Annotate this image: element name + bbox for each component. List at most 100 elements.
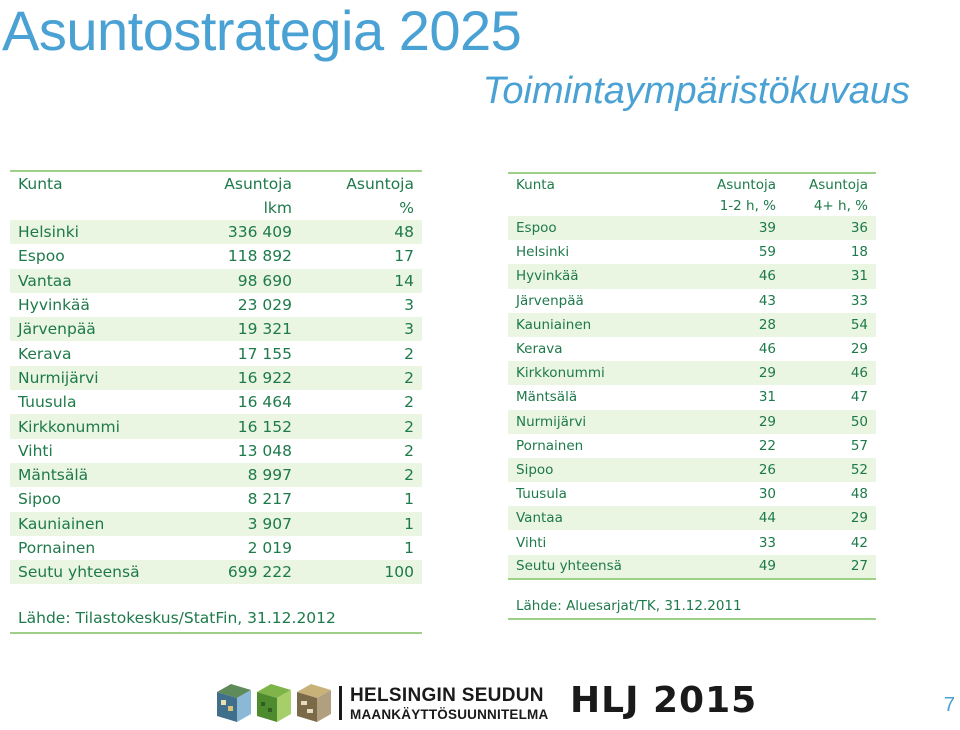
- cell-kunta: Espoo: [508, 216, 688, 241]
- table-row: Kirkkonummi 29 46: [508, 361, 876, 386]
- table-row: Sipoo 26 52: [508, 457, 876, 483]
- cell-small-pct: 33: [758, 534, 776, 551]
- cell-kunta: Järvenpää: [10, 317, 190, 342]
- table-row: Vihti 33 42: [508, 530, 876, 554]
- right-table-source: Lähde: Aluesarjat/TK, 31.12.2011: [508, 592, 876, 620]
- cell-count: 3 907: [190, 511, 300, 536]
- header-count-line1: Asuntoja: [224, 175, 292, 193]
- cell-kunta: Kerava: [516, 341, 563, 358]
- cell-kunta: Tuusula: [516, 486, 567, 503]
- cell-kunta: Vantaa: [508, 506, 688, 531]
- map-tiles-logo-icon: [217, 684, 331, 722]
- cell-small-pct: 30: [758, 486, 776, 503]
- cell-large-pct: 27: [784, 554, 876, 580]
- table-row: Nurmijärvi 29 50: [508, 409, 876, 434]
- page-title: Asuntostrategia 2025: [2, 0, 522, 62]
- cell-large-pct: 36: [784, 216, 876, 241]
- cell-pct: 100: [300, 560, 422, 585]
- cell-count: 13 048: [237, 441, 292, 460]
- cell-kunta: Tuusula: [18, 393, 77, 412]
- header-kunta: Kunta: [516, 176, 555, 193]
- cell-large-pct: 46: [784, 361, 876, 386]
- cell-count: 16 464: [237, 393, 292, 412]
- cell-pct: 3: [300, 317, 422, 342]
- cell-pct: 2: [300, 462, 422, 488]
- cell-small-pct: 29: [688, 361, 784, 386]
- cell-kunta: Kirkkonummi: [508, 361, 688, 386]
- cell-kunta: Kauniainen: [10, 511, 190, 536]
- cell-kunta: Sipoo: [18, 490, 61, 509]
- cell-large-pct: 57: [850, 437, 868, 454]
- table-row: Sipoo 8 217 1: [10, 487, 422, 511]
- cell-count: 8 217: [247, 490, 292, 509]
- cell-kunta: Järvenpää: [516, 292, 584, 309]
- org-name: HELSINGIN SEUDUN: [350, 685, 544, 706]
- cell-kunta: Sipoo: [508, 457, 688, 483]
- cell-kunta: Kauniainen: [508, 312, 688, 337]
- cell-kunta: Helsinki: [516, 244, 570, 261]
- org-subtitle: MAANKÄYTTÖSUUNNITELMA: [350, 707, 549, 722]
- table-row: Kerava 46 29: [508, 337, 876, 361]
- cell-kunta: Kirkkonummi: [10, 414, 190, 439]
- header-pct-line1: Asuntoja: [346, 175, 414, 193]
- table-row: Espoo 118 892 17: [10, 244, 422, 268]
- cell-small-pct: 22: [758, 437, 776, 454]
- cell-kunta: Vantaa: [10, 268, 190, 293]
- cell-small-pct: 31: [758, 389, 776, 406]
- cell-count: 16 152: [190, 414, 300, 439]
- table-row: Mäntsälä 31 47: [508, 385, 876, 409]
- cell-small-pct: 26: [688, 457, 784, 483]
- housing-size-table: Kunta Asuntoja Asuntoja 1-2 h, % 4+ h, %…: [508, 172, 876, 580]
- cell-count: 98 690: [190, 268, 300, 293]
- cell-large-pct: 54: [784, 312, 876, 337]
- table-row: Hyvinkää 23 029 3: [10, 293, 422, 317]
- cell-small-pct: 49: [688, 554, 784, 580]
- table-row: Hyvinkää 46 31: [508, 264, 876, 289]
- cell-count: 23 029: [237, 296, 292, 315]
- cell-count: 2 019: [247, 539, 292, 557]
- cell-pct: 2: [404, 393, 414, 412]
- table-row: Vihti 13 048 2: [10, 439, 422, 463]
- table-row: Seutu yhteensä 699 222 100: [10, 560, 422, 585]
- header-kunta: Kunta: [18, 175, 63, 193]
- cell-kunta: Seutu yhteensä: [508, 554, 688, 580]
- table-row: Pornainen 22 57: [508, 434, 876, 458]
- table-row: Tuusula 30 48: [508, 482, 876, 506]
- cell-kunta: Helsinki: [10, 220, 190, 245]
- cell-small-pct: 28: [688, 312, 784, 337]
- cell-pct: 1: [404, 490, 414, 509]
- cell-pct: 2: [404, 441, 414, 460]
- header-small-line1: Asuntoja: [717, 176, 776, 193]
- table-row: Järvenpää 43 33: [508, 289, 876, 313]
- cell-count: 699 222: [190, 560, 300, 585]
- table-row: Mäntsälä 8 997 2: [10, 462, 422, 488]
- left-table-source: Lähde: Tilastokeskus/StatFin, 31.12.2012: [10, 600, 422, 634]
- cell-large-pct: 42: [850, 534, 868, 551]
- table-row: Nurmijärvi 16 922 2: [10, 365, 422, 391]
- cell-large-pct: 48: [850, 486, 868, 503]
- cell-large-pct: 33: [850, 292, 868, 309]
- cell-kunta: Mäntsälä: [516, 389, 578, 406]
- cell-pct: 2: [404, 344, 414, 363]
- cell-kunta: Nurmijärvi: [508, 409, 688, 434]
- cell-count: 118 892: [227, 247, 292, 266]
- cell-kunta: Pornainen: [516, 437, 584, 454]
- table-row: Seutu yhteensä 49 27: [508, 554, 876, 580]
- page-number: 7: [943, 694, 955, 716]
- cell-large-pct: 29: [784, 506, 876, 531]
- cell-large-pct: 29: [850, 341, 868, 358]
- cell-count: 17 155: [237, 344, 292, 363]
- table-header-row: Kunta Asuntoja Asuntoja: [10, 172, 422, 196]
- table-row: Espoo 39 36: [508, 216, 876, 241]
- table-row: Kirkkonummi 16 152 2: [10, 414, 422, 439]
- cell-pct: 48: [300, 220, 422, 245]
- footer-divider: [339, 686, 342, 720]
- table-header-row: 1-2 h, % 4+ h, %: [508, 195, 876, 216]
- table-row: Kauniainen 3 907 1: [10, 511, 422, 536]
- cell-kunta: Hyvinkää: [18, 296, 90, 315]
- table-row: Kauniainen 28 54: [508, 312, 876, 337]
- cell-count: 336 409: [190, 220, 300, 245]
- cell-large-pct: 52: [784, 457, 876, 483]
- table-header-row: lkm %: [10, 196, 422, 220]
- cell-kunta: Kerava: [18, 344, 72, 363]
